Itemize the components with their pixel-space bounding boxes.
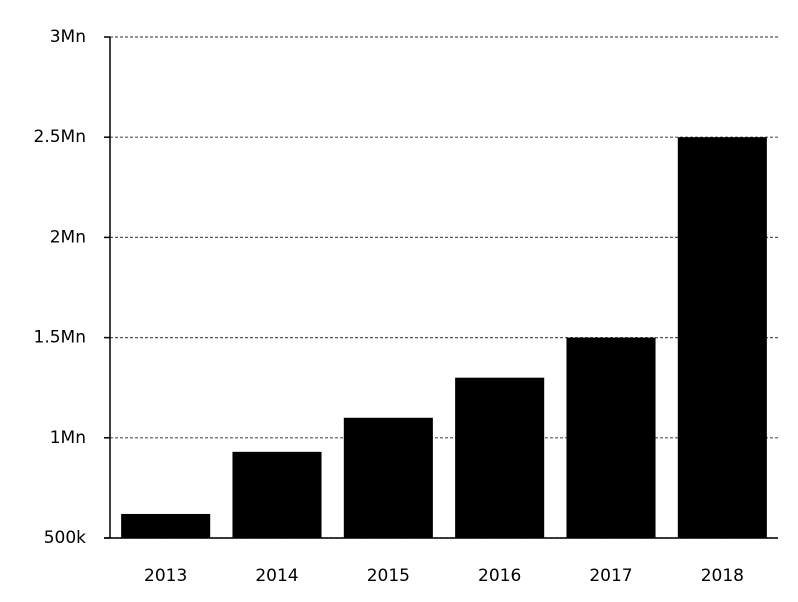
y-tick-label: 3Mn: [50, 27, 86, 47]
bar: [343, 417, 433, 538]
x-tick-label: 2016: [478, 566, 521, 586]
y-tick-label: 2Mn: [50, 227, 86, 247]
bar: [677, 137, 767, 538]
bar: [121, 513, 211, 538]
x-tick-label: 2017: [589, 566, 632, 586]
y-tick-label: 1Mn: [50, 428, 86, 448]
bar: [566, 337, 656, 538]
y-tick-label: 500k: [44, 528, 86, 548]
y-tick-label: 2.5Mn: [34, 127, 86, 147]
x-tick-label: 2018: [701, 566, 744, 586]
y-tick-label: 1.5Mn: [34, 328, 86, 348]
bar: [232, 451, 322, 538]
bar: [455, 377, 545, 538]
x-tick-label: 2013: [144, 566, 187, 586]
x-tick-label: 2014: [255, 566, 298, 586]
x-tick-label: 2015: [367, 566, 410, 586]
